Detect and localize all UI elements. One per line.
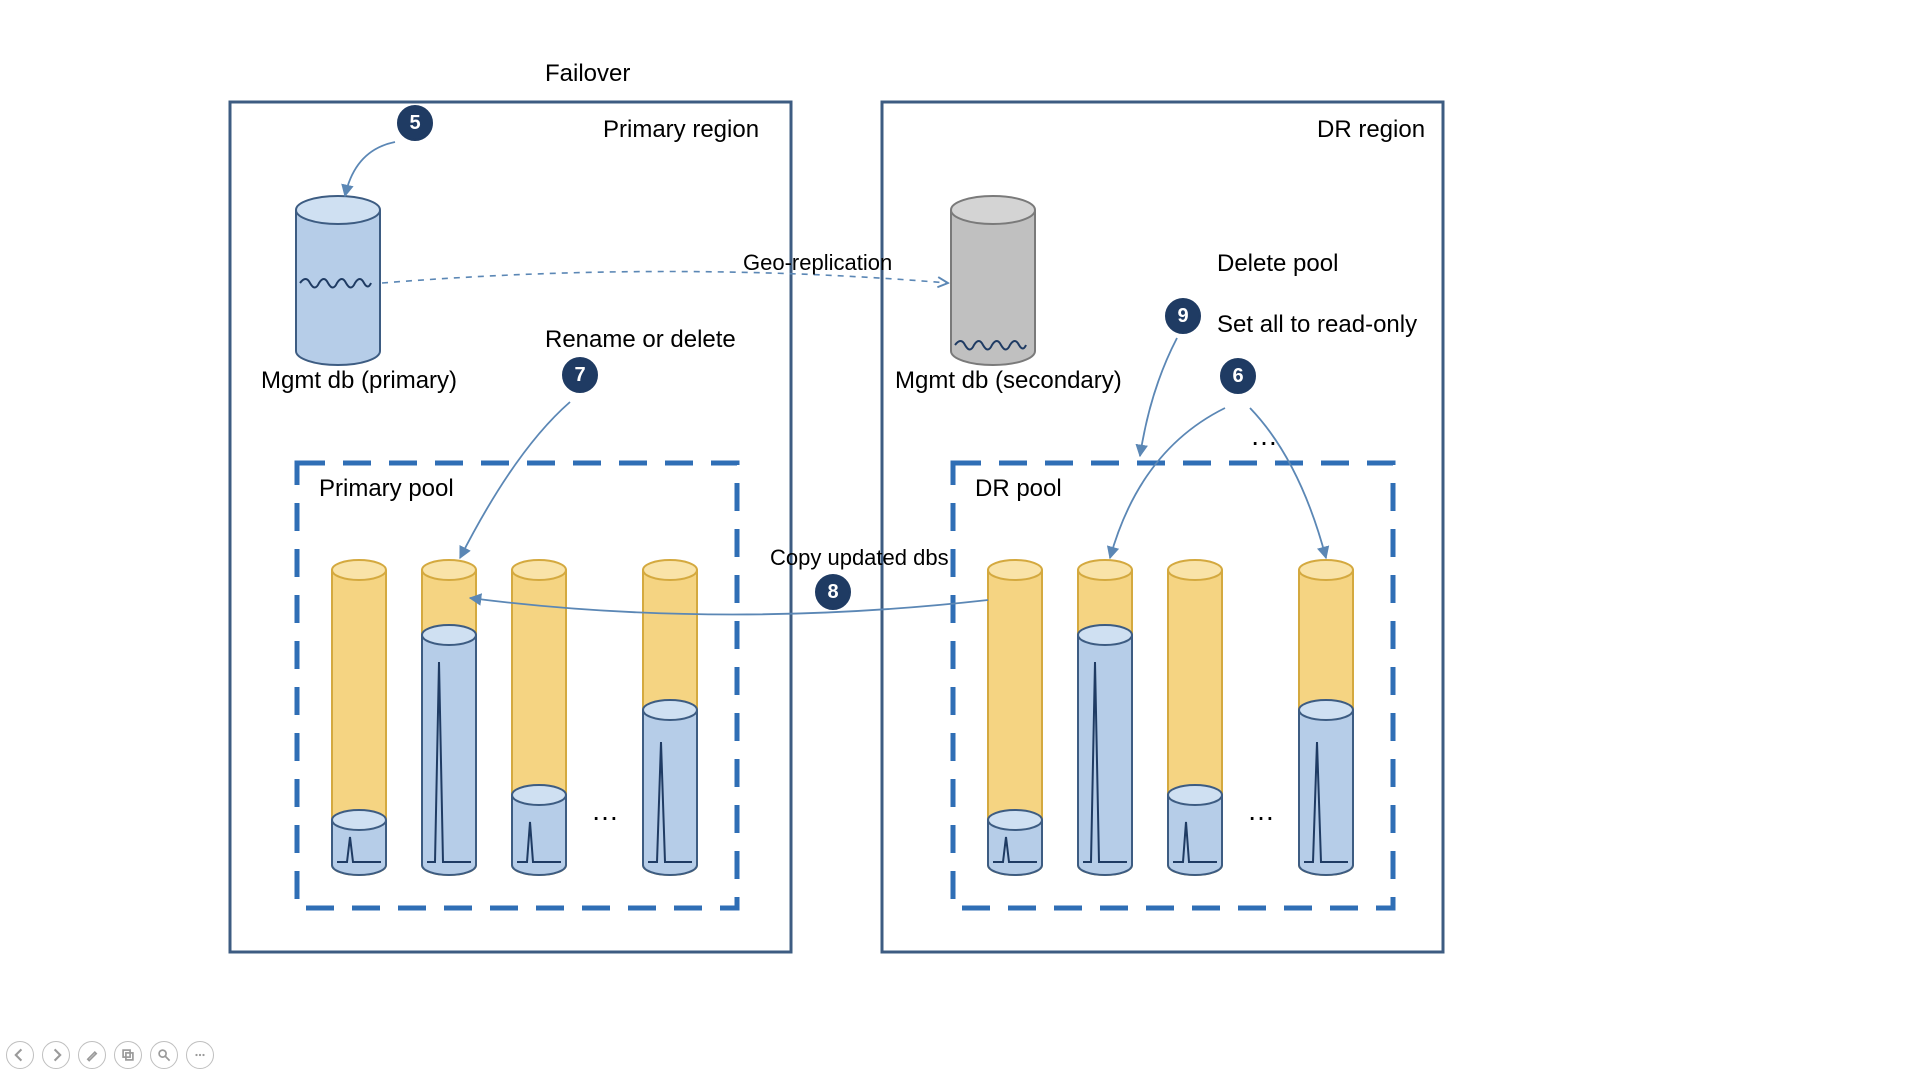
label-delete-pool: Delete pool bbox=[1217, 250, 1338, 278]
label-mgmt-secondary: Mgmt db (secondary) bbox=[895, 367, 1122, 395]
badge-5: 5 bbox=[397, 105, 433, 141]
diagram-stage: Failover Primary region DR region Geo-re… bbox=[0, 0, 1918, 1077]
arrow-failover bbox=[345, 142, 395, 196]
ellipsis-primary: … bbox=[591, 795, 619, 827]
pen-button[interactable] bbox=[78, 1041, 106, 1069]
badge-7: 7 bbox=[562, 357, 598, 393]
label-copy-updated: Copy updated dbs bbox=[770, 545, 949, 571]
badge-6: 6 bbox=[1220, 358, 1256, 394]
badge-8: 8 bbox=[815, 574, 851, 610]
label-mgmt-primary: Mgmt db (primary) bbox=[261, 367, 457, 395]
arrow-readonly-1 bbox=[1110, 408, 1225, 558]
svg-layer bbox=[0, 0, 1918, 1077]
label-dr-region: DR region bbox=[1317, 116, 1425, 144]
label-rename-delete: Rename or delete bbox=[545, 326, 736, 354]
arrow-rename-delete bbox=[460, 402, 570, 558]
layers-button[interactable] bbox=[114, 1041, 142, 1069]
prev-button[interactable] bbox=[6, 1041, 34, 1069]
label-primary-pool: Primary pool bbox=[319, 475, 454, 503]
zoom-button[interactable] bbox=[150, 1041, 178, 1069]
more-button[interactable] bbox=[186, 1041, 214, 1069]
mgmt-db-secondary-icon bbox=[951, 196, 1035, 365]
dr-tubes bbox=[988, 560, 1353, 875]
label-primary-region: Primary region bbox=[603, 116, 759, 144]
label-geo-replication: Geo-replication bbox=[743, 250, 892, 276]
ellipsis-dr-1: … bbox=[1247, 795, 1275, 827]
primary-tubes bbox=[332, 560, 697, 875]
label-failover: Failover bbox=[545, 60, 630, 88]
label-dr-pool: DR pool bbox=[975, 475, 1062, 503]
mgmt-db-primary-icon bbox=[296, 196, 380, 365]
slide-toolbar bbox=[6, 1041, 214, 1069]
ellipsis-dr-2: … bbox=[1250, 420, 1278, 452]
label-set-readonly: Set all to read-only bbox=[1217, 311, 1417, 339]
badge-9: 9 bbox=[1165, 298, 1201, 334]
next-button[interactable] bbox=[42, 1041, 70, 1069]
arrow-delete-pool bbox=[1140, 338, 1177, 456]
